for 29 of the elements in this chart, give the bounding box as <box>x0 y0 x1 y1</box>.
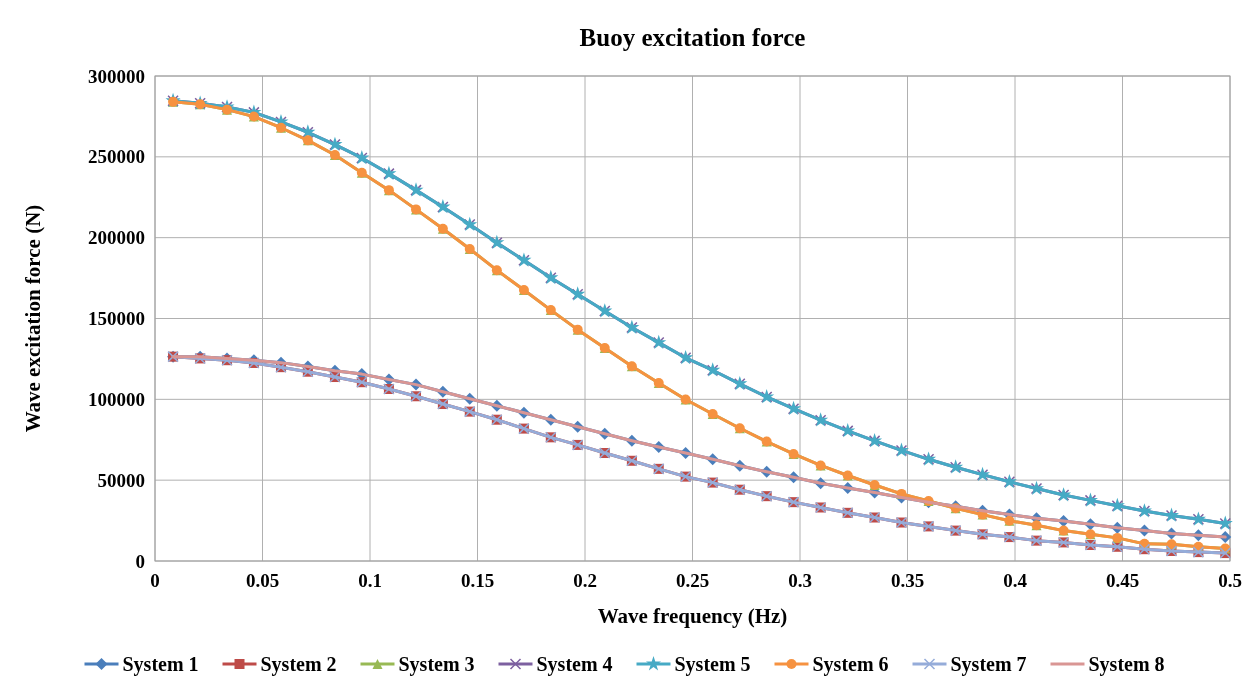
y-tick-label: 100000 <box>88 388 145 410</box>
y-axis-title: Wave excitation force (N) <box>21 204 45 433</box>
legend-label: System 5 <box>674 653 751 676</box>
legend-label: System 6 <box>812 653 889 676</box>
x-axis-title: Wave frequency (Hz) <box>597 604 788 628</box>
legend-label: System 1 <box>122 653 199 676</box>
x-tick-label: 0.45 <box>1105 570 1140 591</box>
y-tick-label: 250000 <box>88 146 145 168</box>
legend-label: System 3 <box>398 653 475 676</box>
x-tick-label: 0.1 <box>358 570 382 591</box>
y-tick-label: 200000 <box>88 227 145 249</box>
x-tick-label: 0.25 <box>675 570 710 591</box>
legend-label: System 8 <box>1088 653 1165 676</box>
chart-title: Buoy excitation force <box>579 24 806 51</box>
legend-label: System 2 <box>260 653 337 676</box>
x-tick-label: 0.5 <box>1218 570 1242 591</box>
y-tick-label: 0 <box>135 550 145 572</box>
legend-label: System 7 <box>950 653 1027 676</box>
x-tick-label: 0.35 <box>890 570 925 591</box>
x-tick-label: 0.05 <box>245 570 280 591</box>
y-tick-label: 300000 <box>88 65 145 87</box>
y-tick-label: 150000 <box>88 308 145 330</box>
y-tick-label: 50000 <box>97 469 145 491</box>
legend-label: System 4 <box>536 653 613 676</box>
x-tick-label: 0.15 <box>460 570 495 591</box>
x-tick-label: 0.3 <box>788 570 812 591</box>
x-tick-label: 0.4 <box>1003 570 1028 591</box>
x-tick-label: 0.2 <box>573 570 597 591</box>
x-tick-label: 0 <box>150 570 160 591</box>
